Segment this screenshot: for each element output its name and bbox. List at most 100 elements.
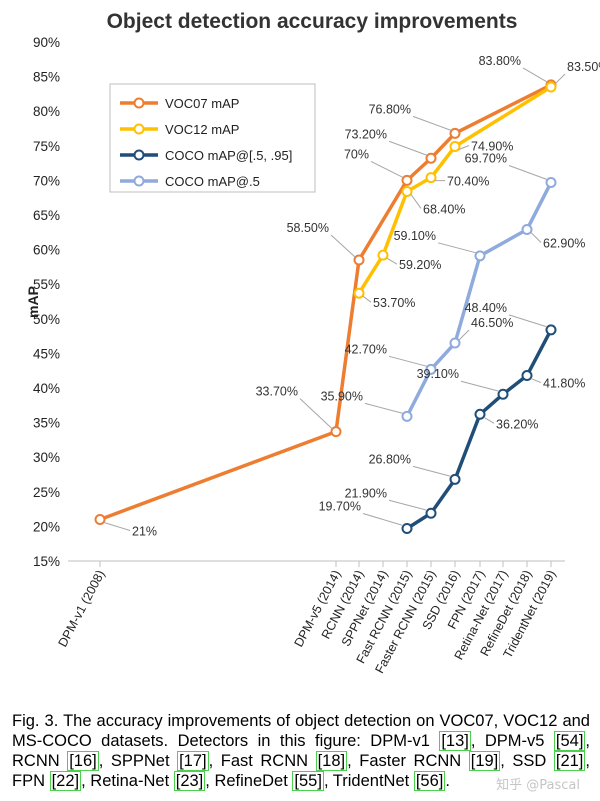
caption-text: .: [445, 772, 450, 790]
legend-marker: [133, 175, 145, 187]
data-point: [521, 224, 533, 236]
legend-label: VOC12 mAP: [165, 122, 239, 137]
series-line: [357, 85, 552, 295]
data-label: 46.50%: [471, 316, 513, 330]
caption-text: , RefineDet: [205, 772, 293, 790]
y-tick-label: 20%: [33, 519, 60, 534]
caption-text: , SSD: [500, 752, 554, 770]
label-leader: [460, 380, 500, 392]
y-axis-label: mAP: [25, 286, 41, 318]
data-point: [545, 81, 557, 93]
figure-caption: Fig. 3. The accuracy improvements of obj…: [12, 711, 590, 791]
data-point: [353, 254, 365, 266]
citation-link[interactable]: [18]: [315, 751, 348, 771]
citation-link[interactable]: [55]: [292, 771, 324, 791]
label-leader: [299, 398, 333, 429]
label-leader: [508, 165, 548, 180]
label-leader: [458, 329, 470, 341]
y-tick-label: 35%: [33, 416, 60, 431]
data-label: 83.50%: [567, 60, 600, 74]
data-point: [401, 185, 413, 197]
data-point: [94, 513, 106, 525]
label-leader: [530, 232, 542, 243]
caption-text: , SPPNet: [98, 752, 178, 770]
citation-link[interactable]: [16]: [67, 751, 99, 771]
y-tick-label: 85%: [33, 70, 60, 85]
data-label: 59.20%: [399, 258, 441, 272]
data-label: 69.70%: [465, 151, 507, 165]
data-label: 39.10%: [417, 367, 459, 381]
watermark: 知乎 @Pascal: [496, 778, 580, 793]
data-label: 70%: [344, 147, 369, 161]
data-point: [449, 473, 461, 485]
y-tick-label: 40%: [33, 381, 60, 396]
caption-refs: [13], DPM-v5 [54], RCNN [16], SPPNet [17…: [12, 731, 590, 791]
series-line: [405, 181, 553, 418]
y-tick-label: 65%: [33, 208, 60, 223]
legend-marker: [133, 149, 145, 161]
y-tick-label: 60%: [33, 243, 60, 258]
label-leader: [370, 160, 404, 178]
citation-link[interactable]: [21]: [553, 751, 586, 771]
data-point: [449, 127, 461, 139]
data-point: [497, 388, 509, 400]
data-point: [425, 172, 437, 184]
data-point: [401, 410, 413, 422]
data-label: 53.70%: [373, 296, 415, 310]
data-label: 73.20%: [345, 127, 387, 141]
citation-link[interactable]: [23]: [173, 771, 206, 791]
caption-text: , Retina-Net: [81, 772, 174, 790]
label-leader: [388, 499, 428, 511]
legend-label: COCO mAP@.5: [165, 174, 260, 189]
label-leader: [103, 522, 131, 531]
y-tick-label: 25%: [33, 485, 60, 500]
legend-label: VOC07 mAP: [165, 96, 239, 111]
data-point: [474, 408, 486, 420]
citation-link[interactable]: [17]: [177, 751, 209, 771]
legend-marker: [133, 123, 145, 135]
caption-text: , DPM-v5: [470, 732, 554, 750]
legend: VOC07 mAP VOC12 mAP COCO mAP@[.5, .95] COCO…: [109, 83, 316, 193]
y-tick-label: 45%: [33, 346, 60, 361]
caption-text: , FPN: [12, 752, 590, 790]
citation-link[interactable]: [13]: [439, 731, 471, 751]
caption-text: , RCNN: [12, 732, 591, 770]
y-tick-label: 70%: [33, 173, 60, 188]
label-leader: [554, 73, 566, 85]
data-label: 58.50%: [287, 221, 329, 235]
citation-link[interactable]: [56]: [413, 771, 446, 791]
data-label: 36.20%: [496, 417, 538, 431]
data-label: 59.10%: [394, 229, 436, 243]
y-tick-label: 30%: [33, 450, 60, 465]
label-leader: [386, 257, 398, 265]
y-tick-label: 80%: [33, 104, 60, 119]
data-label: 21.90%: [345, 486, 387, 500]
data-point: [377, 249, 389, 261]
citation-link[interactable]: [19]: [468, 751, 501, 771]
data-label: 48.40%: [465, 301, 507, 315]
label-leader: [388, 140, 428, 156]
citation-link[interactable]: [54]: [553, 731, 586, 751]
data-point: [521, 370, 533, 382]
data-point: [353, 287, 365, 299]
data-point: [330, 426, 342, 438]
citation-link[interactable]: [22]: [49, 771, 82, 791]
y-tick-label: 75%: [33, 139, 60, 154]
data-point: [545, 176, 557, 188]
data-label: 76.80%: [369, 102, 411, 116]
chart-title: Object detection accuracy improvements: [107, 10, 518, 33]
legend-label: COCO mAP@[.5, .95]: [165, 148, 292, 163]
caption-text: The accuracy improvements of object dete…: [12, 712, 590, 750]
data-label: 35.90%: [321, 389, 363, 403]
data-label: 21%: [132, 524, 157, 538]
data-label: 62.90%: [543, 237, 585, 251]
caption-text: , Fast RCNN: [208, 752, 316, 770]
data-point: [449, 140, 461, 152]
y-tick-label: 90%: [33, 35, 60, 50]
data-label: 74.90%: [471, 139, 513, 153]
data-label: 83.80%: [479, 54, 521, 68]
data-label: 26.80%: [369, 452, 411, 466]
caption-text: , Faster RCNN: [347, 752, 469, 770]
caption-fig-label: Fig. 3.: [12, 712, 59, 730]
data-labels: 21% 33.70% 58.50% 70% 73.20% 76.80% 83.80% 53.7…: [103, 54, 600, 538]
